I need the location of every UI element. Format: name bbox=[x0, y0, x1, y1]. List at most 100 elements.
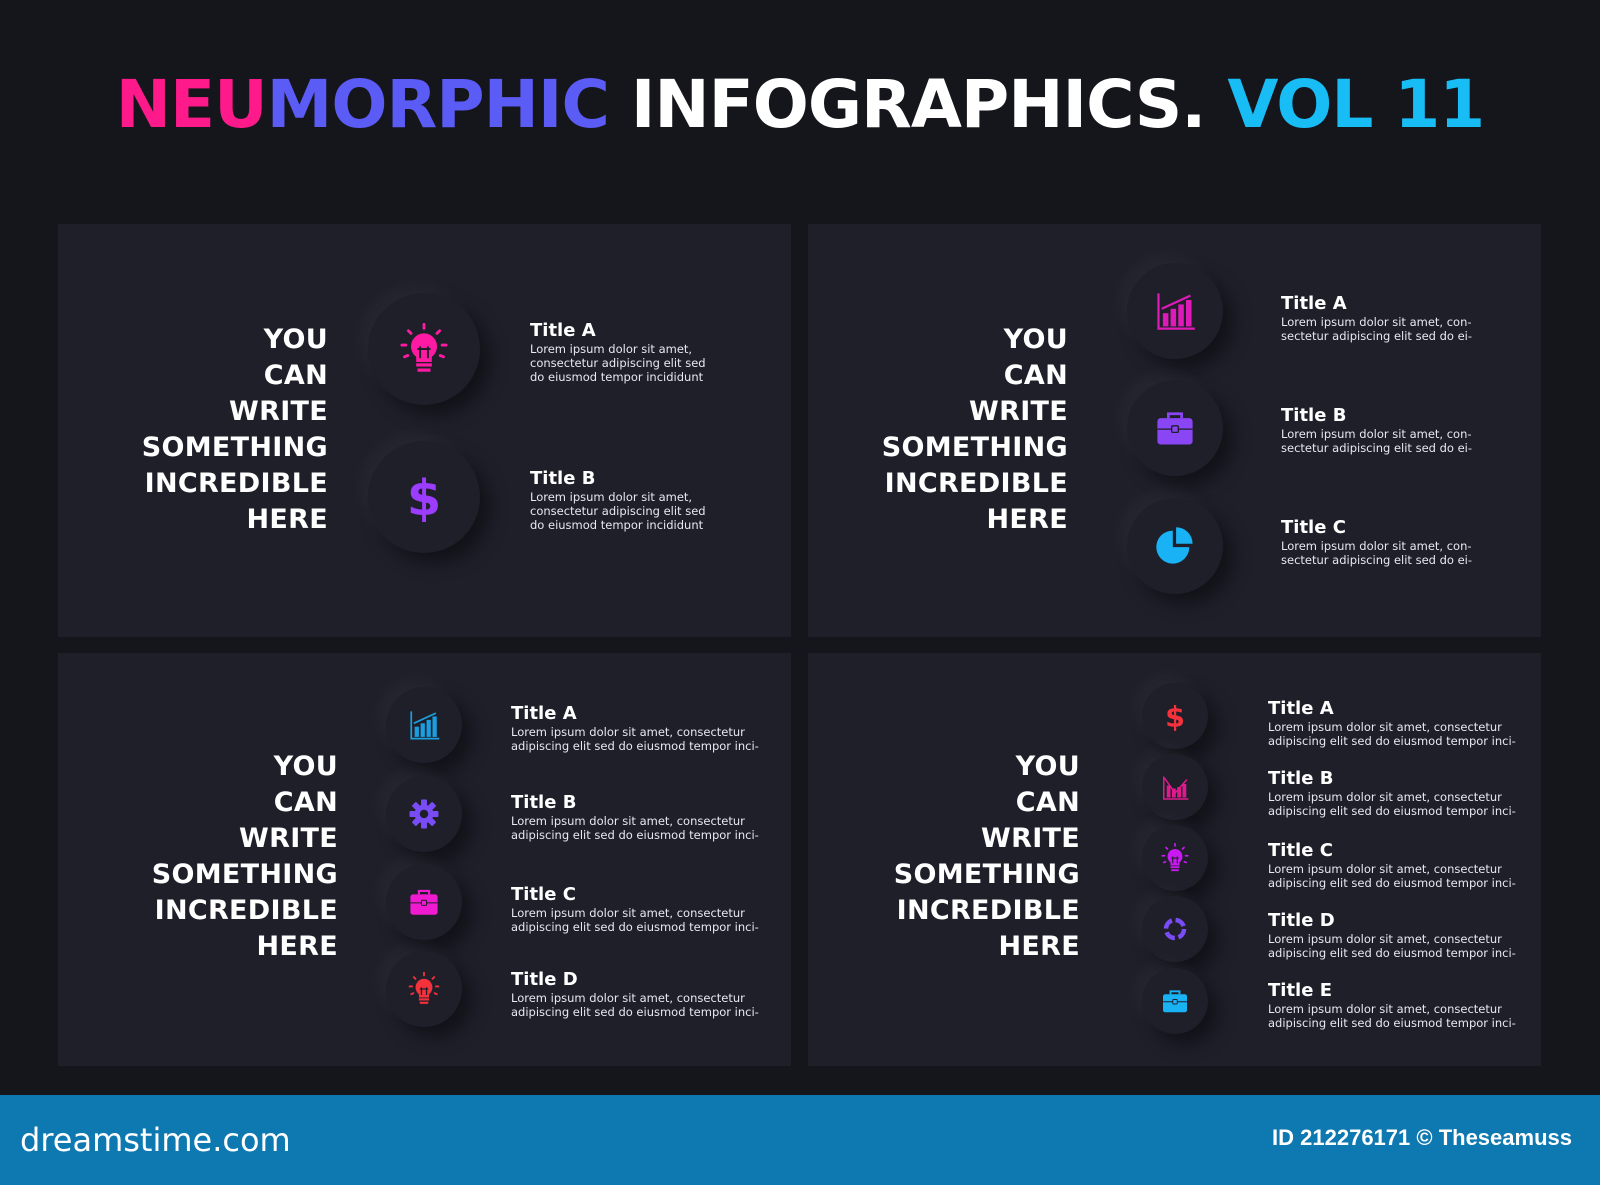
svg-text:$: $ bbox=[407, 471, 441, 523]
list-item: Title A Lorem ipsum dolor sit amet, con-s… bbox=[1281, 293, 1472, 343]
heading-line: YOU bbox=[1015, 751, 1080, 782]
page-title: NEUMORPHIC INFOGRAPHICS. VOL 11 bbox=[0, 60, 1600, 150]
gear-icon bbox=[407, 797, 441, 831]
cycle-icon bbox=[1160, 914, 1190, 944]
item-title: Title B bbox=[1268, 768, 1334, 789]
heading-line: INCREDIBLE bbox=[896, 895, 1080, 926]
list-item: Title A Lorem ipsum dolor sit amet, conse… bbox=[511, 703, 759, 753]
item-description: do eiusmod tempor incididunt bbox=[530, 370, 704, 384]
dollar-icon: $ bbox=[1160, 701, 1190, 734]
lightbulb-icon bbox=[1160, 842, 1190, 873]
item-description: adipiscing elit sed do eiusmod tempor in… bbox=[1268, 734, 1516, 748]
item-description: Lorem ipsum dolor sit amet, consectetur bbox=[1268, 932, 1502, 946]
list-item: Title A Lorem ipsum dolor sit amet, conse… bbox=[1268, 698, 1516, 748]
heading-line: WRITE bbox=[229, 396, 328, 427]
list-item: Title D Lorem ipsum dolor sit amet, conse… bbox=[1268, 910, 1516, 960]
lightbulb-icon bbox=[407, 971, 441, 1006]
svg-text:$: $ bbox=[1165, 701, 1185, 731]
heading-line: YOU bbox=[263, 324, 328, 355]
image-credit: ID 212276171 © Theseamuss bbox=[1272, 1125, 1572, 1150]
heading-line: CAN bbox=[1003, 360, 1068, 391]
heading-line: YOU bbox=[1003, 324, 1068, 355]
item-description: adipiscing elit sed do eiusmod tempor in… bbox=[511, 1005, 759, 1019]
heading-line: WRITE bbox=[969, 396, 1068, 427]
list-item: Title B Lorem ipsum dolor sit amet, conse… bbox=[1268, 768, 1516, 818]
item-description: Lorem ipsum dolor sit amet, consectetur bbox=[1268, 720, 1502, 734]
icon-circle: $ bbox=[1142, 683, 1208, 749]
heading-line: CAN bbox=[273, 787, 338, 818]
infographic-panel: YOU CAN WRITE SOMETHING INCREDIBLE HERE Title … bbox=[808, 224, 1541, 637]
item-description: Lorem ipsum dolor sit amet, consectetur bbox=[1268, 862, 1502, 876]
item-description: Lorem ipsum dolor sit amet, consectetur bbox=[511, 814, 745, 828]
item-description: consectetur adipiscing elit sed bbox=[530, 504, 706, 518]
brand-logo[interactable]: dreamstime.com bbox=[20, 1121, 291, 1159]
heading-line: HERE bbox=[246, 504, 328, 535]
icon-circle bbox=[1127, 263, 1223, 359]
item-title: Title B bbox=[530, 468, 596, 489]
item-description: adipiscing elit sed do eiusmod tempor in… bbox=[511, 828, 759, 842]
item-description: Lorem ipsum dolor sit amet, con- bbox=[1281, 315, 1472, 329]
item-title: Title A bbox=[511, 703, 577, 724]
heading-line: SOMETHING bbox=[141, 432, 328, 463]
briefcase-icon bbox=[407, 885, 441, 919]
briefcase-icon bbox=[1160, 986, 1190, 1016]
item-title: Title A bbox=[530, 320, 596, 341]
item-description: Lorem ipsum dolor sit amet, con- bbox=[1281, 427, 1472, 441]
icon-circle bbox=[386, 776, 462, 852]
item-description: adipiscing elit sed do eiusmod tempor in… bbox=[511, 920, 759, 934]
item-title: Title A bbox=[1268, 698, 1334, 719]
title-part: NEU bbox=[115, 66, 268, 143]
infographic-panel: YOU CAN WRITE SOMETHING INCREDIBLE HERE Title … bbox=[58, 224, 791, 637]
item-description: Lorem ipsum dolor sit amet, consectetur bbox=[511, 906, 745, 920]
icon-circle bbox=[1142, 825, 1208, 891]
heading-line: HERE bbox=[256, 931, 338, 962]
list-item: Title E Lorem ipsum dolor sit amet, conse… bbox=[1268, 980, 1516, 1030]
icon-circle bbox=[1142, 968, 1208, 1034]
panel-heading: YOU CAN WRITE SOMETHING INCREDIBLE HERE bbox=[142, 322, 328, 538]
item-description: Lorem ipsum dolor sit amet, consectetur bbox=[1268, 1002, 1502, 1016]
footer-bar: dreamstime.com ID 212276171 © Theseamuss bbox=[0, 1095, 1600, 1185]
list-item: Title B Lorem ipsum dolor sit amet, con-s… bbox=[1281, 405, 1472, 455]
lightbulb-icon bbox=[398, 322, 450, 375]
heading-line: WRITE bbox=[239, 823, 338, 854]
title-part: VOL 11 bbox=[1227, 66, 1485, 143]
heading-line: INCREDIBLE bbox=[144, 468, 328, 499]
item-title: Title B bbox=[511, 792, 577, 813]
item-description: Lorem ipsum dolor sit amet, con- bbox=[1281, 539, 1472, 553]
bar-chart-icon bbox=[407, 708, 441, 742]
list-item: Title B Lorem ipsum dolor sit amet, consec… bbox=[530, 468, 706, 532]
heading-line: YOU bbox=[273, 751, 338, 782]
item-description: adipiscing elit sed do eiusmod tempor in… bbox=[1268, 946, 1516, 960]
title-part: MORPHIC bbox=[266, 66, 631, 143]
icon-circle bbox=[386, 864, 462, 940]
item-description: Lorem ipsum dolor sit amet, bbox=[530, 490, 693, 504]
title-part: INFOGRAPHICS. bbox=[630, 66, 1228, 143]
list-item: Title A Lorem ipsum dolor sit amet, consec… bbox=[530, 320, 706, 384]
list-item: Title C Lorem ipsum dolor sit amet, conse… bbox=[511, 884, 759, 934]
icon-circle bbox=[386, 687, 462, 763]
item-description: Lorem ipsum dolor sit amet, consectetur bbox=[511, 991, 745, 1005]
panel-heading: YOU CAN WRITE SOMETHING INCREDIBLE HERE bbox=[882, 322, 1068, 538]
heading-line: CAN bbox=[263, 360, 328, 391]
pie-chart-icon bbox=[1153, 524, 1197, 568]
item-title: Title C bbox=[511, 884, 576, 905]
item-description: sectetur adipiscing elit sed do ei- bbox=[1281, 441, 1473, 455]
heading-line: SOMETHING bbox=[881, 432, 1068, 463]
item-title: Title D bbox=[1268, 910, 1335, 931]
icon-circle bbox=[386, 951, 462, 1027]
panel-heading: YOU CAN WRITE SOMETHING INCREDIBLE HERE bbox=[894, 749, 1080, 965]
heading-line: SOMETHING bbox=[893, 859, 1080, 890]
item-description: adipiscing elit sed do eiusmod tempor in… bbox=[1268, 804, 1516, 818]
icon-circle bbox=[368, 293, 480, 405]
briefcase-icon bbox=[1153, 406, 1197, 450]
item-title: Title A bbox=[1281, 293, 1347, 314]
heading-line: INCREDIBLE bbox=[154, 895, 338, 926]
item-title: Title E bbox=[1268, 980, 1332, 1001]
icon-circle bbox=[1127, 380, 1223, 476]
list-item: Title D Lorem ipsum dolor sit amet, conse… bbox=[511, 969, 759, 1019]
item-description: do eiusmod tempor incididunt bbox=[530, 518, 704, 532]
item-description: adipiscing elit sed do eiusmod tempor in… bbox=[1268, 1016, 1516, 1030]
item-description: Lorem ipsum dolor sit amet, bbox=[530, 342, 693, 356]
item-description: Lorem ipsum dolor sit amet, consectetur bbox=[511, 725, 745, 739]
infographic-panel: YOU CAN WRITE SOMETHING INCREDIBLE HERE Title … bbox=[58, 653, 791, 1066]
